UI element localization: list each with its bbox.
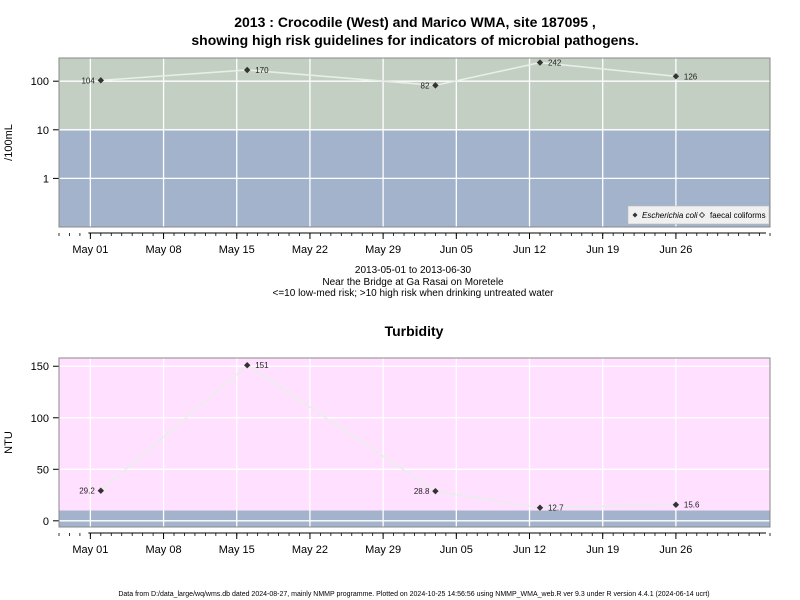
chart2-band-1 (59, 358, 770, 511)
chart2-y-tick-label-1: 50 (37, 464, 49, 476)
chart1-x-tick-label-1: May 08 (146, 244, 182, 256)
chart1-point-2 (432, 82, 439, 89)
chart1-legend-marker-1 (698, 211, 706, 219)
chart2-x-tick-label-8: Jun 26 (659, 544, 692, 556)
chart1-legend-marker-0 (632, 212, 638, 218)
chart2-x-tick-label-6: Jun 12 (513, 544, 546, 556)
chart2-data-label-4: 15.6 (684, 501, 700, 510)
chart2-point-3 (536, 504, 544, 511)
chart2-x-tick-label-2: May 15 (219, 544, 255, 556)
chart2-point-2 (432, 487, 439, 495)
chart1-y-tick-label-1: 10 (37, 125, 49, 137)
chart1-title-line1: 2013 : Crocodile (West) and Marico WMA, … (234, 14, 596, 30)
chart2-band-0 (59, 510, 770, 527)
chart2-point-1 (244, 362, 251, 369)
chart1-x-tick-label-7: Jun 19 (586, 244, 619, 256)
chart1-y-tick-label-0: 1 (43, 173, 49, 185)
caption-location: Near the Bridge at Ga Rasai on Moretele (322, 277, 504, 288)
chart2-x-tick-label-7: Jun 19 (586, 544, 619, 556)
chart1-data-label-0: 104 (81, 76, 95, 85)
chart2-y-tick-label-3: 150 (31, 361, 49, 373)
chart2-x-tick-label-5: Jun 05 (440, 544, 473, 556)
chart1-x-tick-label-5: Jun 05 (440, 244, 473, 256)
chart1-x-tick-label-0: May 01 (72, 244, 108, 256)
microbial-chart: May 01 May 08 May 15 May 22 May 29 Jun 05 Jun … (3, 57, 771, 256)
chart1-data-label-2: 82 (421, 81, 430, 90)
chart1-x-tick-label-3: May 22 (292, 244, 328, 256)
caption-date-range: 2013-05-01 to 2013-06-30 (355, 265, 472, 276)
turbidity-chart: May 01 May 08 May 15 May 22 May 29 Jun 05 Jun … (3, 357, 771, 556)
chart1-legend-label-0: Escherichia coli (642, 211, 698, 220)
chart1-point-1 (244, 66, 251, 74)
chart1-data-label-1: 170 (255, 66, 269, 75)
chart1-title-line2: showing high risk guidelines for indicat… (191, 32, 638, 48)
chart1-data-label-3: 242 (548, 59, 562, 68)
chart2-y-axis-label: NTU (3, 431, 15, 454)
footer-note: Data from D:/data_large/wq/wms.db dated … (118, 591, 709, 598)
chart2-frame (58, 357, 771, 528)
chart1-x-tick-label-4: May 29 (365, 244, 401, 256)
chart2-data-label-1: 151 (255, 361, 269, 370)
chart2-y-tick-label-0: 0 (43, 516, 49, 528)
chart2-title: Turbidity (385, 323, 444, 339)
chart1-legend: Escherichia coli faecal coliforms (627, 205, 770, 225)
chart2-point-0 (97, 487, 105, 494)
chart1-x-tick-label-6: Jun 12 (513, 244, 546, 256)
chart1-legend-box (627, 205, 770, 225)
chart2-data-label-2: 28.8 (414, 487, 430, 496)
chart2-x-tick-label-0: May 01 (72, 544, 108, 556)
chart2-x-tick-label-4: May 29 (365, 544, 401, 556)
chart1-y-axis-label: /100mL (3, 124, 15, 161)
chart1-point-4 (672, 73, 680, 80)
caption-risk-note: <=10 low-med risk; >10 high risk when dr… (273, 288, 555, 299)
chart1-data-label-4: 126 (684, 72, 698, 81)
chart1-point-3 (536, 59, 544, 66)
chart1-band-1 (59, 58, 770, 130)
chart2-y-tick-label-2: 100 (31, 413, 49, 425)
chart1-x-tick-label-8: Jun 26 (659, 244, 692, 256)
chart2-data-label-0: 29.2 (79, 487, 95, 496)
chart1-legend-label-1: faecal coliforms (710, 211, 766, 220)
chart1-y-tick-label-2: 100 (31, 76, 49, 88)
chart1-x-tick-label-2: May 15 (219, 244, 255, 256)
chart2-x-tick-label-3: May 22 (292, 544, 328, 556)
chart1-point-0 (97, 77, 105, 84)
chart1-frame (58, 57, 771, 228)
chart2-data-label-3: 12.7 (548, 504, 564, 513)
chart2-point-4 (672, 501, 680, 508)
chart2-x-tick-label-1: May 08 (146, 544, 182, 556)
